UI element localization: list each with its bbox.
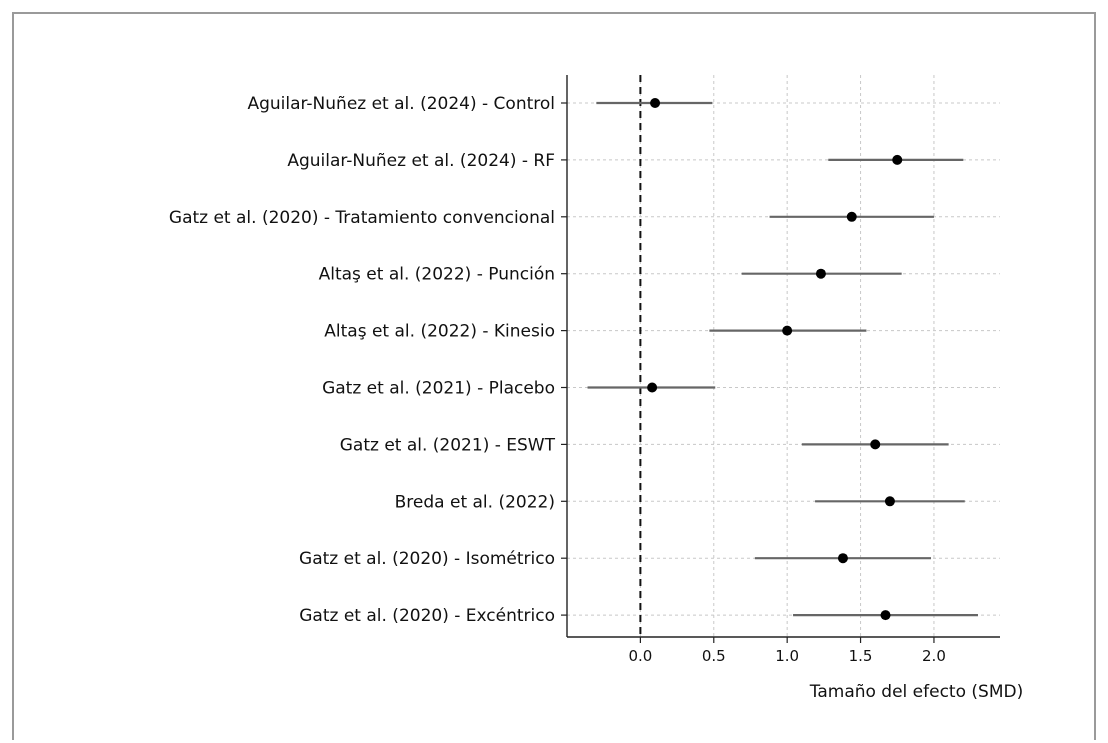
axes: [561, 75, 1000, 643]
study-label: Gatz et al. (2020) - Isométrico: [299, 549, 555, 569]
study-label: Breda et al. (2022): [395, 492, 555, 512]
study-label: Gatz et al. (2021) - Placebo: [322, 379, 555, 399]
effect-point: [650, 98, 661, 108]
study-label: Aguilar-Nuñez et al. (2024) - Control: [247, 94, 555, 114]
effect-point: [880, 610, 891, 621]
x-axis-title: Tamaño del efecto (SMD): [809, 682, 1023, 702]
study-label: Gatz et al. (2020) - Tratamiento convenc…: [169, 208, 555, 228]
effect-point: [870, 439, 881, 450]
study-label: Altaş et al. (2022) - Kinesio: [324, 322, 555, 342]
effect-point: [846, 211, 857, 222]
study-label: Altaş et al. (2022) - Punción: [319, 265, 555, 285]
x-tick-label: 2.0: [922, 647, 946, 665]
data-marks: [587, 98, 978, 621]
x-tick-label: 0.0: [628, 647, 652, 665]
x-tick-labels: 0.0 0.5 1.0 1.5 2.0: [628, 647, 945, 665]
figure-frame: [12, 12, 1096, 740]
study-label: Aguilar-Nuñez et al. (2024) - RF: [287, 151, 555, 171]
effect-point: [782, 325, 793, 336]
effect-point: [837, 553, 848, 564]
x-tick-label: 0.5: [702, 647, 726, 665]
effect-point: [884, 496, 895, 507]
study-label: Gatz et al. (2020) - Excéntrico: [299, 606, 555, 626]
study-labels: Aguilar-Nuñez et al. (2024) - Control Agu…: [169, 94, 556, 626]
effect-point: [647, 382, 658, 393]
x-tick-label: 1.0: [775, 647, 799, 665]
effect-point: [892, 154, 903, 165]
x-tick-label: 1.5: [849, 647, 873, 665]
study-label: Gatz et al. (2021) - ESWT: [340, 435, 556, 455]
effect-point: [815, 268, 826, 279]
